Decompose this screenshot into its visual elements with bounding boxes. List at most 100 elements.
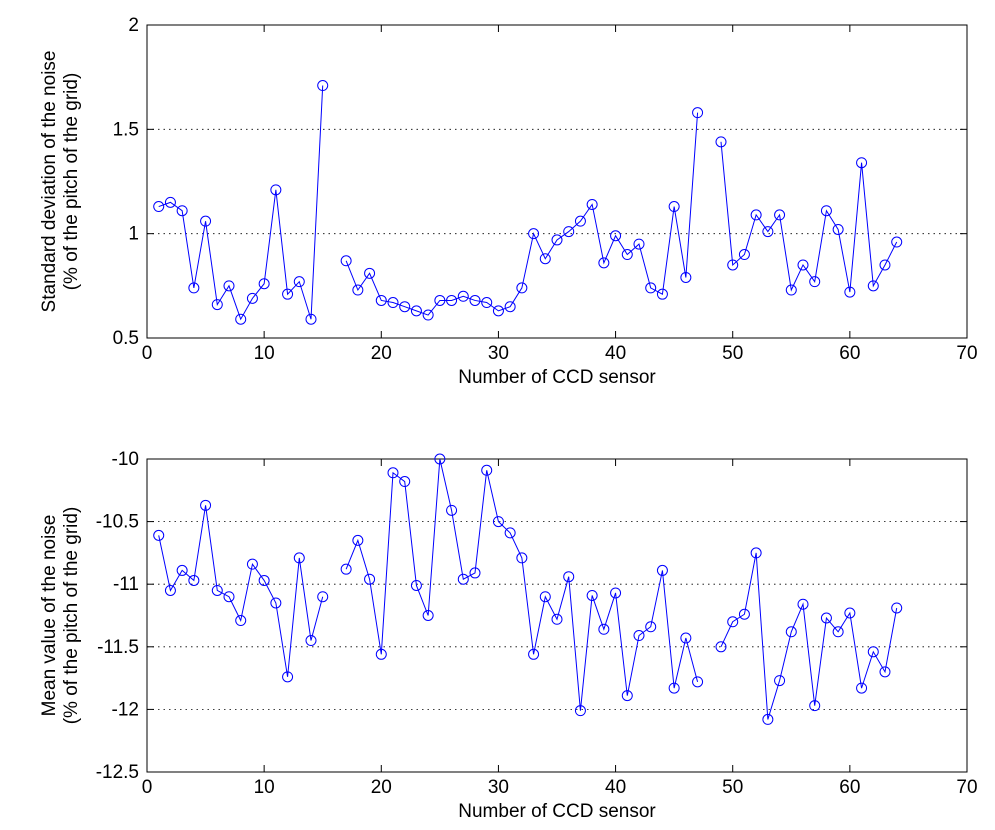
data-point [164,584,176,596]
data-point [738,249,750,261]
data-point [633,630,645,642]
data-point [164,196,176,208]
y-tick-label: 2 [128,15,139,36]
data-point [387,297,399,309]
data-point [750,209,762,221]
data-point [668,201,680,213]
data-point [867,646,879,658]
data-point [188,282,200,294]
data-point [305,313,317,325]
data-point [656,564,668,576]
data-point [750,547,762,559]
data-point [293,552,305,564]
x-axis-label: Number of CCD sensor [458,801,656,822]
data-point [645,282,657,294]
x-tick-label: 30 [488,343,509,364]
y-tick-label: 1.5 [113,119,139,140]
data-point [879,666,891,678]
data-point [809,700,821,712]
data-point [492,305,504,317]
data-point [422,309,434,321]
data-point [387,467,399,479]
data-point [469,294,481,306]
x-tick-label: 70 [956,343,977,364]
data-point [621,690,633,702]
data-point [282,671,294,683]
data-point [422,610,434,621]
data-point [633,238,645,250]
x-tick-label: 20 [371,343,392,364]
data-point [668,682,680,694]
data-point [774,209,786,221]
data-point [317,80,329,92]
data-point [551,613,563,625]
data-point [211,584,223,596]
y-tick-label: -11 [113,574,139,595]
data-point [528,228,540,240]
data-point [364,267,376,279]
data-point [211,299,223,311]
data-point [820,205,832,217]
data-point [879,259,891,271]
data-point [727,259,739,271]
data-point [610,587,622,599]
x-tick-label: 70 [956,777,977,798]
data-point [399,476,411,488]
x-tick-label: 50 [722,777,743,798]
data-point [715,136,727,148]
data-point [832,223,844,235]
data-point [246,558,258,570]
series-line [158,85,898,321]
data-point [340,255,352,267]
data-point [785,626,797,638]
data-point [727,616,739,628]
data-point [692,676,704,688]
data-point [610,230,622,242]
data-point [223,280,235,292]
data-point [469,567,481,579]
data-point [762,226,774,238]
y-axis-label-line: (% of the pitch of the grid) [61,507,82,725]
data-point [434,294,446,306]
x-axis-label: Number of CCD sensor [458,367,656,388]
data-point [176,564,188,576]
data-point [809,276,821,288]
data-point [235,615,247,627]
data-point [305,635,317,647]
data-point [844,286,856,298]
data-point [293,276,305,288]
data-point [762,713,774,725]
data-point [223,591,235,603]
data-point [516,282,528,294]
data-point [364,573,376,585]
data-point [200,499,212,511]
data-point [680,632,692,644]
data-point [457,573,469,585]
data-point [598,623,610,635]
data-point [645,621,657,633]
data-point [176,205,188,217]
data-point [738,608,750,620]
y-tick-label: -11.5 [97,637,139,658]
y-tick-label: 1 [128,224,139,245]
y-tick-label: -10 [112,449,139,470]
data-point [481,464,493,476]
data-point [200,215,212,227]
data-point [891,602,903,614]
y-axis-label-line: (% of the pitch of the grid) [61,73,82,291]
data-point [574,705,586,717]
data-point [399,301,411,313]
data-point [481,297,493,309]
x-tick-label: 10 [254,777,275,798]
data-point [282,288,294,300]
data-point [410,579,422,591]
data-point [867,280,879,292]
data-point [586,589,598,601]
plot-frame [146,24,968,339]
data-point [680,271,692,283]
x-tick-label: 60 [839,343,860,364]
x-tick-label: 20 [371,777,392,798]
data-point [340,563,352,575]
data-point [446,504,458,516]
